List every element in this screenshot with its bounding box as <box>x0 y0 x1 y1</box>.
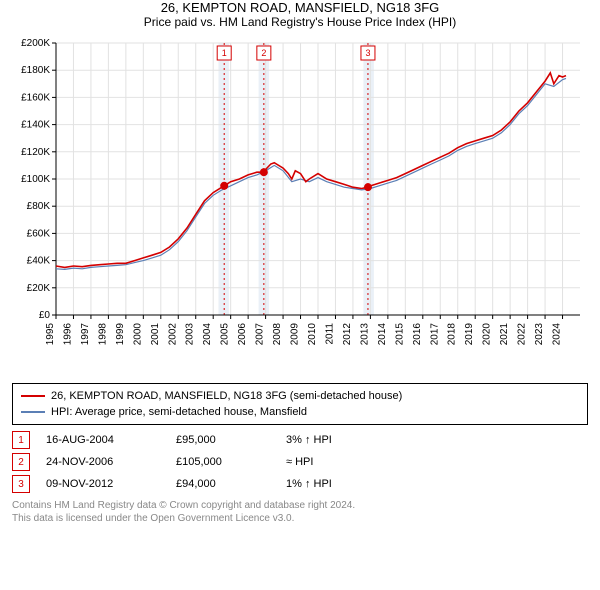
legend-row: HPI: Average price, semi-detached house,… <box>21 404 579 420</box>
sales-table: 1 16-AUG-2004£95,0003% ↑ HPI 2 24-NOV-2006£… <box>12 429 588 495</box>
svg-text:2001: 2001 <box>150 323 161 346</box>
svg-text:2003: 2003 <box>185 323 196 346</box>
svg-text:2014: 2014 <box>377 323 388 346</box>
svg-text:2021: 2021 <box>499 323 510 346</box>
legend-label: 26, KEMPTON ROAD, MANSFIELD, NG18 3FG (s… <box>51 390 402 402</box>
svg-text:1996: 1996 <box>62 323 73 346</box>
legend-label: HPI: Average price, semi-detached house,… <box>51 406 307 418</box>
svg-text:1: 1 <box>222 48 227 58</box>
sale-marker: 2 <box>12 453 30 471</box>
sale-date: 24-NOV-2006 <box>46 456 176 468</box>
svg-text:2024: 2024 <box>552 323 563 346</box>
footer-line-1: Contains HM Land Registry data © Crown c… <box>12 499 588 512</box>
sale-hpi: ≈ HPI <box>286 456 406 468</box>
svg-text:2004: 2004 <box>202 323 213 346</box>
svg-text:2022: 2022 <box>517 323 528 346</box>
legend-swatch <box>21 411 45 413</box>
legend-row: 26, KEMPTON ROAD, MANSFIELD, NG18 3FG (s… <box>21 388 579 404</box>
svg-text:1997: 1997 <box>80 323 91 346</box>
svg-text:£140K: £140K <box>21 120 50 131</box>
svg-text:2011: 2011 <box>324 323 335 345</box>
legend-swatch <box>21 395 45 397</box>
svg-text:£60K: £60K <box>27 228 51 239</box>
page-title: 26, KEMPTON ROAD, MANSFIELD, NG18 3FG <box>0 0 600 15</box>
svg-text:2000: 2000 <box>132 323 143 346</box>
footer-attribution: Contains HM Land Registry data © Crown c… <box>12 499 588 525</box>
svg-text:2023: 2023 <box>534 323 545 346</box>
svg-text:£120K: £120K <box>21 147 50 158</box>
svg-text:2017: 2017 <box>429 323 440 346</box>
sale-row: 3 09-NOV-2012£94,0001% ↑ HPI <box>12 473 588 495</box>
svg-text:£180K: £180K <box>21 65 50 76</box>
svg-text:2020: 2020 <box>482 323 493 346</box>
svg-text:£20K: £20K <box>27 283 51 294</box>
svg-text:2009: 2009 <box>290 323 301 346</box>
svg-text:2008: 2008 <box>272 323 283 346</box>
svg-text:2012: 2012 <box>342 323 353 346</box>
footer-line-2: This data is licensed under the Open Gov… <box>12 512 588 525</box>
sale-price: £94,000 <box>176 478 286 490</box>
svg-text:2013: 2013 <box>359 323 370 346</box>
svg-text:2005: 2005 <box>220 323 231 346</box>
svg-text:2: 2 <box>261 48 266 58</box>
svg-text:£40K: £40K <box>27 256 51 267</box>
svg-text:1995: 1995 <box>45 323 56 346</box>
svg-text:2015: 2015 <box>394 323 405 346</box>
legend: 26, KEMPTON ROAD, MANSFIELD, NG18 3FG (s… <box>12 383 588 425</box>
price-chart: £0 £20K £40K £60K £80K £100K £120K £140K £160K £1… <box>12 35 588 375</box>
svg-text:3: 3 <box>365 48 370 58</box>
svg-text:£100K: £100K <box>21 174 50 185</box>
svg-text:2002: 2002 <box>167 323 178 346</box>
page-subtitle: Price paid vs. HM Land Registry's House … <box>0 15 600 29</box>
svg-text:2016: 2016 <box>412 323 423 346</box>
svg-text:£160K: £160K <box>21 92 50 103</box>
svg-text:2019: 2019 <box>464 323 475 346</box>
sale-date: 09-NOV-2012 <box>46 478 176 490</box>
svg-text:£200K: £200K <box>21 38 50 49</box>
svg-text:2010: 2010 <box>307 323 318 346</box>
svg-text:1998: 1998 <box>97 323 108 346</box>
sale-price: £95,000 <box>176 434 286 446</box>
svg-text:£80K: £80K <box>27 201 51 212</box>
sale-marker: 1 <box>12 431 30 449</box>
sale-date: 16-AUG-2004 <box>46 434 176 446</box>
sale-row: 1 16-AUG-2004£95,0003% ↑ HPI <box>12 429 588 451</box>
svg-text:2006: 2006 <box>237 323 248 346</box>
sale-hpi: 3% ↑ HPI <box>286 434 406 446</box>
svg-text:1999: 1999 <box>115 323 126 346</box>
svg-text:2007: 2007 <box>255 323 266 346</box>
sale-row: 2 24-NOV-2006£105,000≈ HPI <box>12 451 588 473</box>
svg-text:2018: 2018 <box>447 323 458 346</box>
sale-hpi: 1% ↑ HPI <box>286 478 406 490</box>
sale-marker: 3 <box>12 475 30 493</box>
sale-price: £105,000 <box>176 456 286 468</box>
svg-text:£0: £0 <box>39 310 51 321</box>
